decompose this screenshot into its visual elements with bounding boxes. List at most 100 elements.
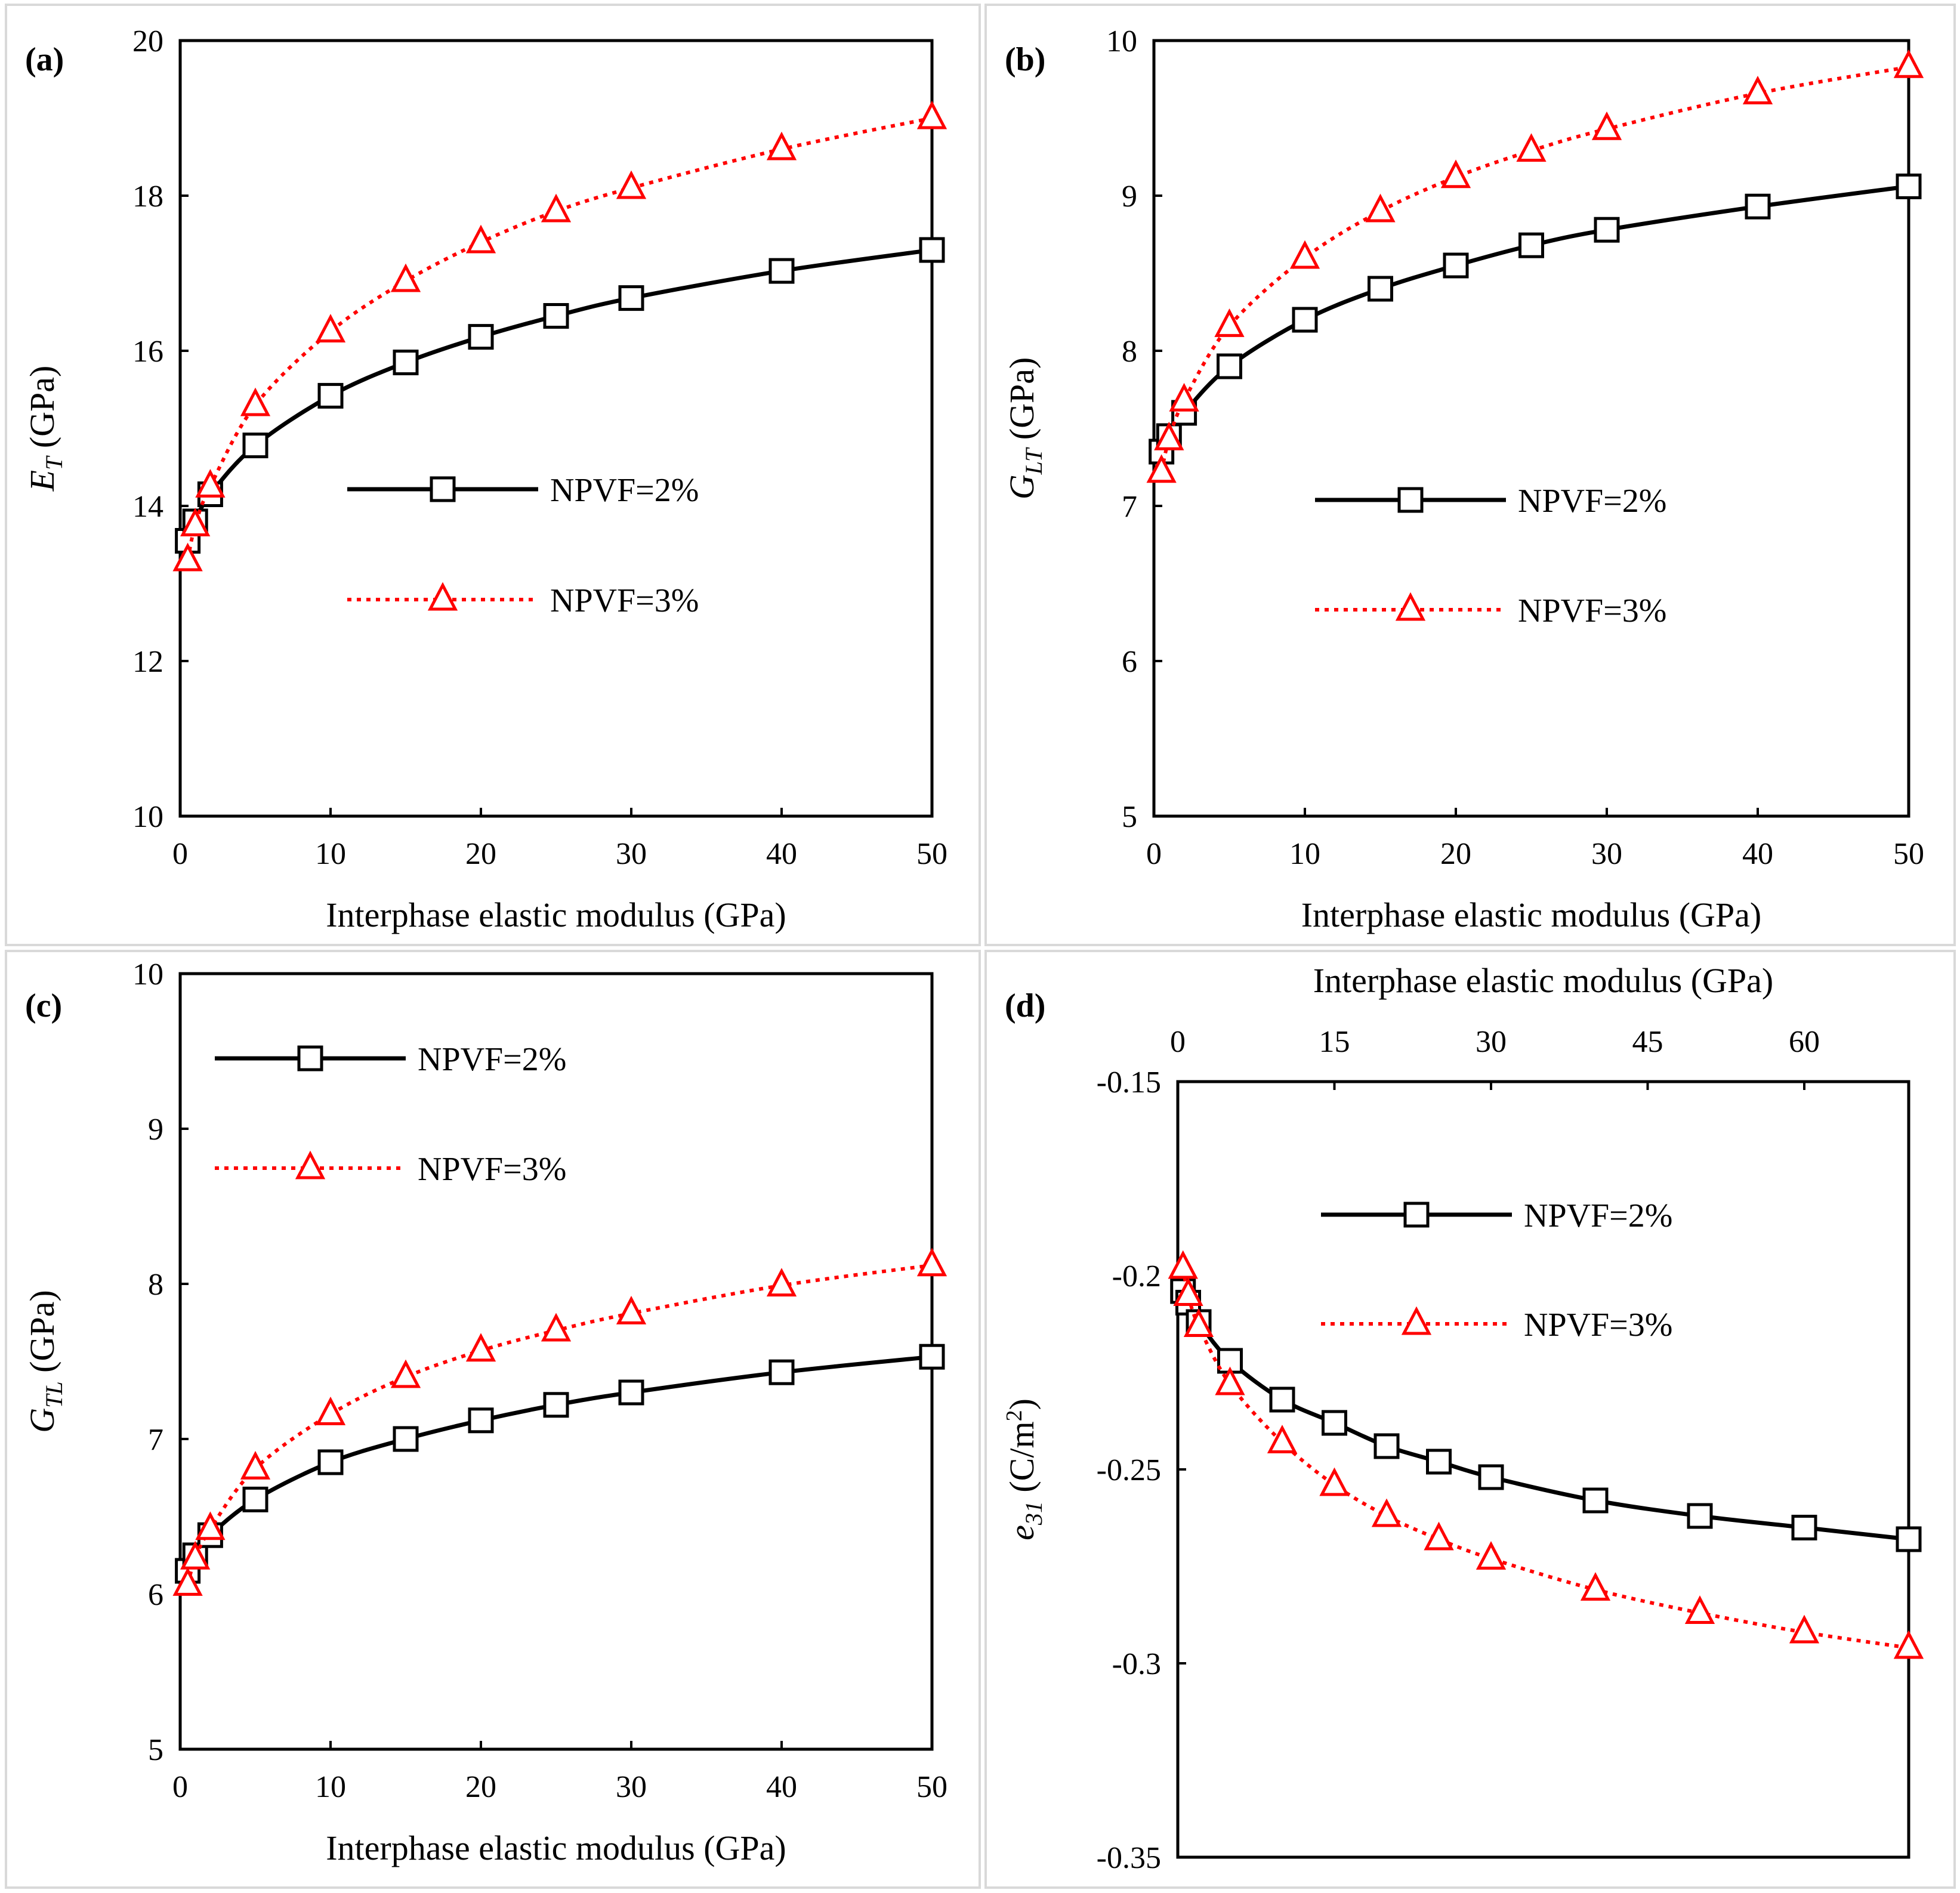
y-tick-label: 8	[1122, 335, 1137, 369]
data-point-npvf2	[1443, 252, 1469, 279]
y-tick-label: 18	[132, 180, 163, 214]
y-tick-label: 6	[148, 1578, 163, 1612]
x-tick-label: 60	[1789, 1025, 1820, 1059]
x-tick-label: 45	[1632, 1025, 1663, 1059]
y-axis-unit: (C/m	[1002, 1421, 1041, 1501]
x-tick-label: 0	[172, 837, 188, 871]
data-point-npvf3	[1893, 1630, 1924, 1659]
y-tick-label: 7	[148, 1423, 163, 1457]
x-tick-label: 30	[1476, 1025, 1507, 1059]
data-point-npvf3	[1183, 1308, 1214, 1337]
data-point-npvf2	[768, 1359, 795, 1385]
y-axis-symbol: e	[1002, 1525, 1041, 1540]
data-point-npvf2	[317, 1449, 344, 1475]
x-axis-title: Interphase elastic modulus (GPa)	[326, 895, 786, 934]
x-tick-label: 30	[1591, 837, 1622, 871]
legend-label-npvf3: NPVF=3%	[1524, 1307, 1672, 1344]
legend-marker-npvf3	[1395, 592, 1426, 621]
data-point-npvf2	[1687, 1503, 1713, 1529]
data-point-npvf3	[315, 314, 346, 342]
y-tick-label: -0.15	[1097, 1066, 1161, 1100]
y-tick-label: 9	[1122, 180, 1137, 214]
plot-frame	[178, 972, 934, 1751]
data-point-npvf2	[393, 1426, 419, 1452]
y-tick-label: 5	[148, 1733, 163, 1767]
legend-marker-npvf2	[1403, 1202, 1430, 1228]
panel-b-glt-chart: 5 6 7 8 9 10 0 10 20 30 40 50 Interphase elastic mod…	[984, 4, 1956, 946]
x-tick-label: 20	[1440, 837, 1471, 871]
x-axis-title: Interphase elastic modulus (GPa)	[326, 1829, 786, 1867]
legend-marker-npvf3	[295, 1150, 326, 1179]
panel-d-e31-chart: -0.35 -0.3 -0.25 -0.2 -0.15 0 15 30 45 60 Interpha…	[984, 950, 1956, 1889]
y-axis-symbol: E	[23, 470, 61, 492]
y-axis-symbol: G	[1002, 474, 1041, 499]
x-tick-label: 40	[1742, 837, 1773, 871]
data-point-npvf2	[768, 258, 795, 284]
y-tick-label: -0.35	[1097, 1841, 1161, 1875]
x-tick-label: 10	[315, 837, 346, 871]
data-point-npvf3	[1516, 133, 1547, 162]
glt-chart-svg: 5 6 7 8 9 10 0 10 20 30 40 50 Interphase elastic mod…	[1002, 24, 1924, 934]
y-axis-close: )	[1002, 1398, 1041, 1410]
panel-a-et-chart: 10 12 14 16 18 20 0 10 20 30 40 50 Interphase elasti…	[5, 4, 981, 946]
panel-c-gtl-chart: 5 6 7 8 9 10 0 10 20 30 40 50 Interphase elastic mod…	[5, 950, 981, 1889]
x-tick-label: 50	[916, 837, 947, 871]
y-axis-title: ET (GPa)	[23, 366, 67, 492]
data-point-npvf2	[393, 350, 419, 375]
x-tick-label: 10	[315, 1770, 346, 1804]
y-tick-label: 14	[132, 490, 163, 524]
data-point-npvf3	[1168, 1250, 1198, 1279]
data-point-npvf3	[1319, 1467, 1350, 1496]
data-point-npvf3	[1893, 49, 1924, 78]
y-tick-label: 10	[132, 800, 163, 834]
y-axis-subscript: LT	[1020, 447, 1047, 475]
data-point-npvf2	[1791, 1515, 1817, 1540]
legend-marker-npvf2	[430, 476, 456, 502]
panel-letter: (a)	[25, 41, 64, 78]
series-line-npvf3	[1159, 65, 1909, 473]
x-tick-label: 0	[1146, 837, 1162, 871]
data-point-npvf2	[1217, 353, 1242, 379]
data-point-npvf3	[541, 193, 572, 223]
y-axis-title: GTL (GPa)	[23, 1290, 67, 1432]
x-tick-label: 40	[766, 837, 797, 871]
y-axis-title: e31 (C/m2)	[1002, 1398, 1047, 1540]
legend-marker-npvf3	[427, 582, 458, 611]
panel-letter: (d)	[1005, 987, 1045, 1024]
data-point-npvf3	[1365, 193, 1396, 223]
data-point-npvf3	[240, 1451, 271, 1480]
legend-label-npvf2: NPVF=2%	[418, 1041, 566, 1078]
data-point-npvf2	[1518, 232, 1544, 258]
y-axis-title: GLT (GPa)	[1002, 357, 1047, 500]
data-point-npvf3	[541, 1313, 572, 1342]
y-axis-unit: (GPa)	[1002, 357, 1041, 449]
data-point-npvf2	[1292, 307, 1318, 333]
data-point-npvf3	[1173, 1277, 1203, 1306]
data-point-npvf3	[180, 508, 211, 536]
data-point-npvf3	[766, 1268, 797, 1297]
data-point-npvf3	[1267, 1425, 1298, 1453]
data-point-npvf2	[1426, 1449, 1452, 1475]
legend-label-npvf2: NPVF=2%	[1524, 1197, 1672, 1234]
data-point-npvf3	[465, 1333, 496, 1362]
data-point-npvf3	[616, 170, 647, 199]
data-point-npvf2	[1582, 1487, 1609, 1514]
data-point-npvf2	[1322, 1410, 1347, 1436]
data-point-npvf3	[616, 1296, 647, 1324]
data-point-npvf2	[618, 285, 644, 311]
data-point-npvf3	[1215, 1366, 1245, 1395]
y-tick-label: -0.2	[1112, 1259, 1161, 1293]
data-point-npvf3	[1476, 1541, 1507, 1570]
x-tick-label: 50	[916, 1770, 947, 1804]
data-point-npvf3	[1154, 421, 1184, 450]
data-point-npvf2	[1745, 193, 1771, 220]
y-axis-unit: (GPa)	[23, 366, 61, 457]
panel-letter: (c)	[25, 987, 62, 1024]
y-tick-label: -0.25	[1097, 1453, 1161, 1487]
data-point-npvf3	[916, 1247, 947, 1277]
data-point-npvf3	[1146, 454, 1177, 483]
data-point-npvf2	[317, 382, 344, 409]
data-point-npvf3	[916, 100, 947, 129]
legend-label-npvf2: NPVF=2%	[550, 472, 699, 509]
x-tick-label: 40	[766, 1770, 797, 1804]
